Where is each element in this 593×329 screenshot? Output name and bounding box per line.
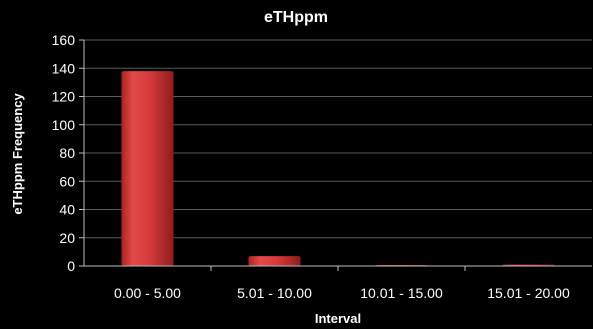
y-tick-label: 120 bbox=[52, 89, 76, 105]
chart-title: eTHppm bbox=[264, 9, 328, 26]
bar-1 bbox=[121, 71, 174, 266]
y-tick-label: 40 bbox=[59, 202, 75, 218]
x-axis-title: Interval bbox=[315, 311, 361, 326]
y-tick-labels: 0 20 40 60 80 100 120 140 160 bbox=[52, 32, 76, 274]
x-category-label: 5.01 - 10.00 bbox=[237, 285, 312, 301]
y-tick-label: 60 bbox=[59, 173, 75, 189]
y-tick-label: 140 bbox=[52, 60, 76, 76]
bars bbox=[121, 71, 555, 266]
y-axis-title: eTHppm Frequency bbox=[10, 93, 25, 215]
y-tick-label: 160 bbox=[52, 32, 76, 48]
x-tick-labels: 0.00 - 5.00 5.01 - 10.00 10.01 - 15.00 15.0… bbox=[114, 285, 570, 301]
x-category-label: 0.00 - 5.00 bbox=[114, 285, 181, 301]
y-tick-label: 20 bbox=[59, 230, 75, 246]
x-category-label: 15.01 - 20.00 bbox=[487, 285, 570, 301]
x-category-label: 10.01 - 15.00 bbox=[360, 285, 443, 301]
y-tick-label: 100 bbox=[52, 117, 76, 133]
y-tick-label: 80 bbox=[59, 145, 75, 161]
axes bbox=[79, 39, 592, 271]
bar-2 bbox=[248, 256, 301, 266]
y-tick-label: 0 bbox=[67, 258, 75, 274]
